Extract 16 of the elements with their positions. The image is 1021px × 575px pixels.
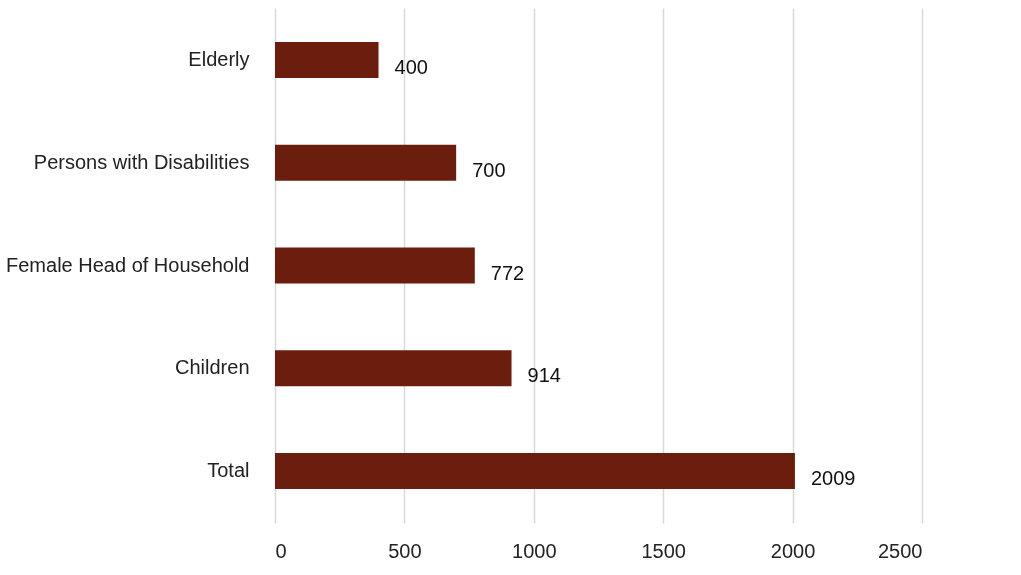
y-tick-label: Female Head of Household bbox=[6, 253, 250, 276]
data-label: 700 bbox=[472, 158, 506, 181]
data-label: 914 bbox=[527, 364, 561, 387]
data-label: 2009 bbox=[810, 467, 856, 490]
y-tick-label: Children bbox=[175, 356, 250, 379]
x-tick-label: 2000 bbox=[770, 539, 816, 562]
y-tick-label: Elderly bbox=[188, 47, 250, 70]
data-label: 772 bbox=[490, 261, 525, 284]
data-label: 400 bbox=[394, 55, 428, 78]
y-tick-label: Total bbox=[207, 459, 250, 482]
y-tick-label: Persons with Disabilities bbox=[33, 150, 250, 173]
x-tick-label: 500 bbox=[388, 539, 422, 562]
x-tick-label: 2500 bbox=[878, 539, 923, 562]
x-tick-label: 1000 bbox=[512, 539, 557, 562]
x-tick-label: 0 bbox=[275, 539, 287, 562]
x-tick-label: 1500 bbox=[641, 539, 686, 562]
